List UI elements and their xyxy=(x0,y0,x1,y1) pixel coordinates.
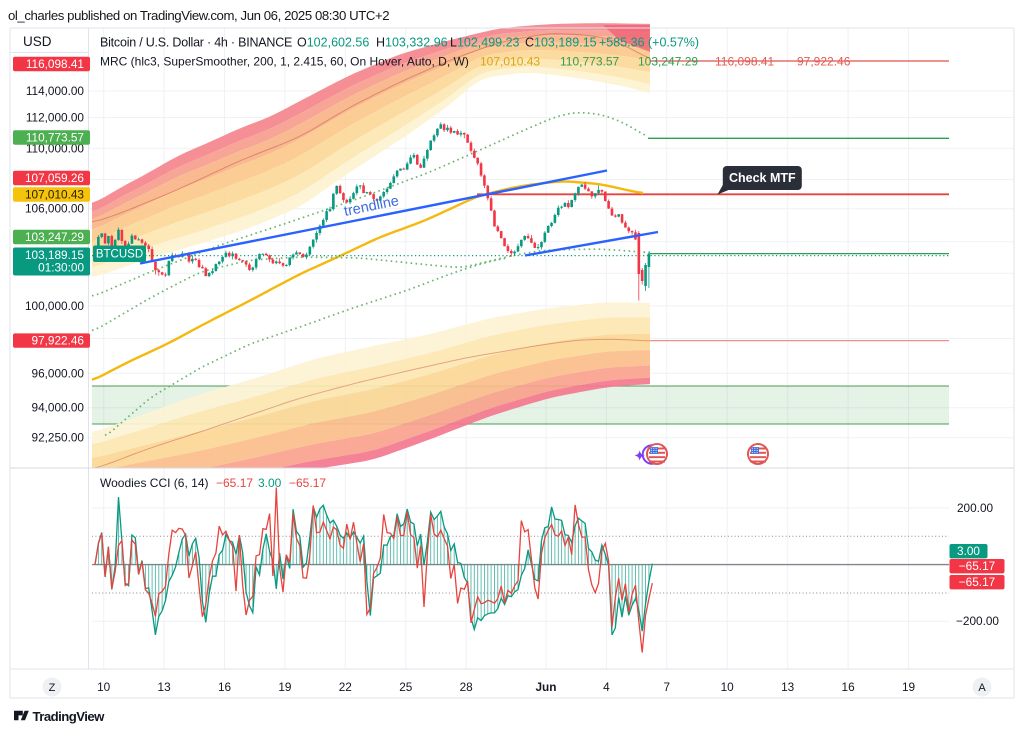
svg-text:100,000.00: 100,000.00 xyxy=(25,299,84,313)
svg-text:110,000.00: 110,000.00 xyxy=(26,141,85,155)
svg-text:Check MTF: Check MTF xyxy=(729,171,796,185)
svg-text:92,250.00: 92,250.00 xyxy=(32,431,85,445)
svg-text:25: 25 xyxy=(399,680,413,694)
svg-text:200.00: 200.00 xyxy=(957,501,994,515)
svg-text:112,000.00: 112,000.00 xyxy=(26,111,85,125)
svg-text:01:30:00: 01:30:00 xyxy=(38,261,84,275)
svg-text:TradingView: TradingView xyxy=(33,709,106,724)
svg-text:10: 10 xyxy=(721,680,735,694)
svg-text:Jun: Jun xyxy=(536,680,557,694)
svg-text:−65.17: −65.17 xyxy=(959,575,995,589)
svg-text:22: 22 xyxy=(339,680,352,694)
svg-text:96,000.00: 96,000.00 xyxy=(32,366,85,380)
svg-text:28: 28 xyxy=(460,680,474,694)
svg-text:19: 19 xyxy=(278,680,291,694)
svg-text:ol_charles published on Tradin: ol_charles published on TradingView.com,… xyxy=(8,8,389,23)
svg-text:Woodies CCI (6, 14)−65.173.00−: Woodies CCI (6, 14) −65.17 3.00 −65.17 xyxy=(100,476,326,490)
svg-text:103,189.15: 103,189.15 xyxy=(25,248,84,262)
svg-text:110,773.57: 110,773.57 xyxy=(26,131,84,145)
svg-text:97,922.46: 97,922.46 xyxy=(32,334,85,348)
svg-text:107,010.43: 107,010.43 xyxy=(25,188,84,202)
svg-text:3.00: 3.00 xyxy=(957,544,980,558)
svg-text:MRC (hlc3, SuperSmoother, 200,: MRC (hlc3, SuperSmoother, 200, 1, 2.415,… xyxy=(100,55,851,69)
svg-text:Bitcoin / U.S. Dollar · 4h · B: Bitcoin / U.S. Dollar · 4h · BINANCE O102… xyxy=(100,36,699,50)
svg-text:Z: Z xyxy=(49,682,56,694)
svg-text:7: 7 xyxy=(664,680,671,694)
svg-text:10: 10 xyxy=(97,680,111,694)
svg-text:4: 4 xyxy=(603,680,610,694)
svg-text:BTCUSD: BTCUSD xyxy=(96,249,143,261)
svg-text:13: 13 xyxy=(158,680,172,694)
svg-text:107,059.26: 107,059.26 xyxy=(25,171,84,185)
svg-text:−200.00: −200.00 xyxy=(956,614,999,628)
svg-text:16: 16 xyxy=(218,680,232,694)
svg-text:USD: USD xyxy=(23,34,52,49)
svg-text:−65.17: −65.17 xyxy=(959,559,995,573)
svg-text:114,000.00: 114,000.00 xyxy=(26,84,85,98)
svg-text:94,000.00: 94,000.00 xyxy=(32,401,85,415)
svg-text:103,247.29: 103,247.29 xyxy=(25,230,84,244)
svg-text:116,098.41: 116,098.41 xyxy=(26,57,84,71)
svg-text:13: 13 xyxy=(781,680,795,694)
svg-text:106,000.00: 106,000.00 xyxy=(25,202,84,216)
svg-text:16: 16 xyxy=(842,680,856,694)
svg-text:A: A xyxy=(978,682,986,694)
svg-text:19: 19 xyxy=(902,680,915,694)
